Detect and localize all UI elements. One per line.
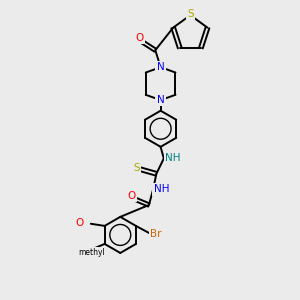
Text: O: O xyxy=(76,218,84,228)
Text: N: N xyxy=(157,95,164,105)
Text: S: S xyxy=(133,163,140,173)
Text: S: S xyxy=(187,9,194,19)
Text: Br: Br xyxy=(150,229,162,239)
Text: NH: NH xyxy=(165,154,181,164)
Text: O: O xyxy=(135,33,143,43)
Text: methyl: methyl xyxy=(78,248,105,257)
Text: N: N xyxy=(157,62,164,72)
Text: NH: NH xyxy=(154,184,169,194)
Text: O: O xyxy=(75,218,83,228)
Text: O: O xyxy=(76,218,84,228)
Text: O: O xyxy=(128,191,136,201)
